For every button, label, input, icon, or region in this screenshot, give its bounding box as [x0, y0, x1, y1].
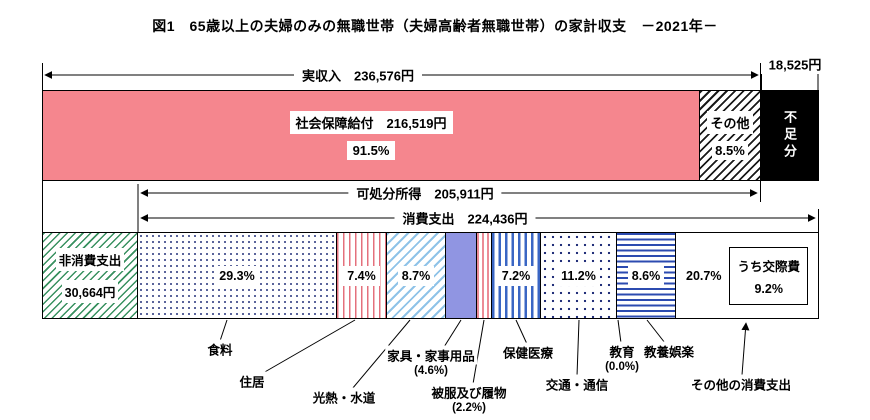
- segment-housing: 7.4%: [337, 233, 387, 318]
- segment-food: 29.3%: [138, 233, 337, 318]
- shortfall-label: 不足分: [782, 110, 797, 161]
- consumption-total-label: 消費支出 224,436円: [394, 207, 536, 229]
- label-clothing: 被服及び履物: [429, 382, 509, 402]
- label-transport: 交通・通信: [543, 374, 611, 394]
- housing-percent: 7.4%: [343, 265, 380, 286]
- non-consumption-label: 非消費支出: [55, 248, 125, 271]
- segment-medical: 7.2%: [492, 233, 541, 318]
- segment-furniture: [446, 233, 477, 318]
- segment-other-consumption: 20.7% うち交際費 9.2%: [676, 233, 818, 318]
- segment-recreation: 8.6%: [617, 233, 676, 318]
- medical-percent: 7.2%: [497, 265, 535, 286]
- other-income-percent: 8.5%: [712, 141, 748, 160]
- expenditure-bar: 非消費支出 30,664円 29.3% 7.4% 8.7% 7.2% 11.2%…: [42, 232, 819, 319]
- social-security-percent: 91.5%: [346, 141, 396, 160]
- social-expenses-box: うち交際費 9.2%: [729, 246, 808, 305]
- label-food: 食料: [205, 339, 235, 359]
- segment-other-income: その他 8.5%: [699, 91, 761, 180]
- label-other-consumption: その他の消費支出: [688, 374, 794, 394]
- other-income-label: その他: [707, 111, 753, 134]
- transport-percent: 11.2%: [557, 265, 600, 286]
- label-medical: 保健医療: [500, 342, 556, 362]
- label-utilities: 光熱・水道: [310, 387, 378, 407]
- label-clothing-percent: (2.2%): [450, 402, 488, 414]
- segment-non-consumption: 非消費支出 30,664円: [43, 233, 138, 318]
- label-education-percent: (0.0%): [603, 361, 641, 373]
- label-furniture: 家具・家事用品: [385, 345, 477, 365]
- social-expenses-percent: 9.2%: [754, 281, 783, 296]
- label-housing: 住居: [237, 371, 267, 391]
- social-security-label: 社会保障給付 216,519円: [289, 111, 453, 134]
- utilities-percent: 8.7%: [397, 265, 435, 286]
- other-consumption-percent: 20.7%: [686, 268, 722, 283]
- social-expenses-label: うち交際費: [737, 259, 800, 274]
- label-education: 教育: [607, 341, 637, 361]
- segment-social-security: 社会保障給付 216,519円 91.5%: [43, 91, 699, 180]
- non-consumption-amount: 30,664円: [61, 280, 119, 303]
- chart-title: 図1 65歳以上の夫婦のみの無職世帯（夫婦高齢者無職世帯）の家計収支 －2021…: [152, 18, 718, 34]
- disposable-income-label: 可処分所得 205,911円: [348, 182, 502, 204]
- shortfall-amount-label: 18,525円: [768, 57, 822, 73]
- income-bar: 社会保障給付 216,519円 91.5% その他 8.5% 不足分: [42, 90, 819, 181]
- segment-transport: 11.2%: [541, 233, 617, 318]
- recreation-percent: 8.6%: [627, 265, 665, 286]
- segment-clothing: [477, 233, 492, 318]
- shortfall-bracket: [761, 74, 819, 90]
- segment-shortfall: 不足分: [761, 91, 818, 180]
- label-recreation: 教養娯楽: [641, 341, 697, 361]
- segment-utilities: 8.7%: [387, 233, 446, 318]
- income-total-label: 実収入 236,576円: [294, 64, 422, 86]
- food-percent: 29.3%: [215, 265, 259, 286]
- label-furniture-percent: (4.6%): [412, 365, 450, 377]
